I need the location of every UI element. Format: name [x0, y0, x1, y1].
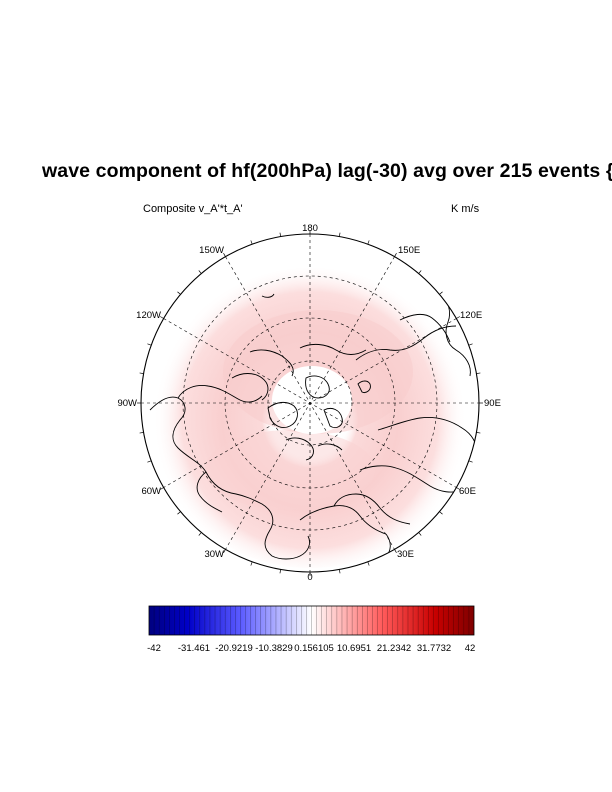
border-tick — [139, 432, 144, 434]
lon-label-30w: 30W — [204, 549, 224, 560]
border-tick — [476, 432, 481, 434]
border-tick — [476, 372, 481, 374]
border-tick — [439, 291, 443, 295]
cb-tick-2: -20.9219 — [215, 643, 253, 654]
border-tick — [439, 511, 443, 515]
border-ticks — [137, 230, 483, 576]
cb-tick-7: 31.7732 — [417, 643, 451, 654]
border-tick — [250, 240, 253, 245]
cb-tick-3: -10.3829 — [255, 643, 293, 654]
variable-label: Composite v_A'*t_A' — [143, 203, 243, 215]
border-tick — [468, 343, 473, 346]
border-tick — [250, 561, 253, 566]
border-tick — [456, 316, 460, 319]
lon-label-150e: 150E — [398, 245, 420, 256]
lon-label-60e: 60E — [459, 486, 476, 497]
lon-label-90e: 90E — [484, 398, 501, 409]
longitude-labels: 180 150E 120E 90E 60E 30E 0 30W 60W 90W … — [117, 223, 500, 583]
border-tick — [198, 532, 202, 536]
cb-tick-1: -31.461 — [178, 643, 210, 654]
border-tick — [160, 316, 164, 319]
lon-label-90w: 90W — [117, 398, 137, 409]
colorbar-tick-labels: -42 -31.461 -20.9219 -10.3829 0.156105 1… — [147, 643, 475, 654]
border-tick — [339, 232, 341, 237]
border-tick — [279, 569, 281, 574]
border-tick — [394, 253, 397, 257]
border-tick — [367, 561, 370, 566]
cb-tick-8: 42 — [465, 643, 476, 654]
units-label: K m/s — [451, 203, 480, 215]
colorbar-frame — [148, 605, 475, 636]
border-tick — [177, 511, 181, 515]
cb-tick-0: -42 — [147, 643, 161, 654]
border-tick — [160, 487, 164, 490]
border-tick — [279, 232, 281, 237]
border-tick — [198, 270, 202, 274]
lon-label-150w: 150W — [199, 245, 224, 256]
border-tick — [139, 372, 144, 374]
lon-label-30e: 30E — [397, 549, 414, 560]
border-tick — [418, 532, 422, 536]
colorbar-separators — [153, 606, 470, 635]
border-tick — [418, 270, 422, 274]
meridians — [141, 234, 479, 572]
cb-tick-5: 10.6951 — [337, 643, 371, 654]
border-tick — [223, 253, 226, 257]
colorbar: -42 -31.461 -20.9219 -10.3829 0.156105 1… — [147, 605, 475, 654]
lon-label-60w: 60W — [141, 486, 161, 497]
lon-label-120e: 120E — [460, 310, 482, 321]
border-tick — [456, 487, 460, 490]
border-tick — [394, 549, 397, 553]
plot-title: wave component of hf(200hPa) lag(-30) av… — [42, 160, 612, 182]
border-tick — [223, 549, 226, 553]
heat-flux-secondary-region — [205, 430, 375, 510]
pole-minimum — [272, 366, 352, 434]
border-tick — [177, 291, 181, 295]
border-tick — [367, 240, 370, 245]
cb-tick-4: 0.156105 — [294, 643, 334, 654]
cb-tick-6: 21.2342 — [377, 643, 411, 654]
lon-label-120w: 120W — [136, 310, 161, 321]
lon-label-180: 180 — [302, 223, 318, 234]
border-tick — [339, 569, 341, 574]
lon-label-0: 0 — [307, 572, 312, 583]
border-tick — [147, 343, 152, 346]
border-tick — [468, 460, 473, 463]
border-tick — [147, 460, 152, 463]
